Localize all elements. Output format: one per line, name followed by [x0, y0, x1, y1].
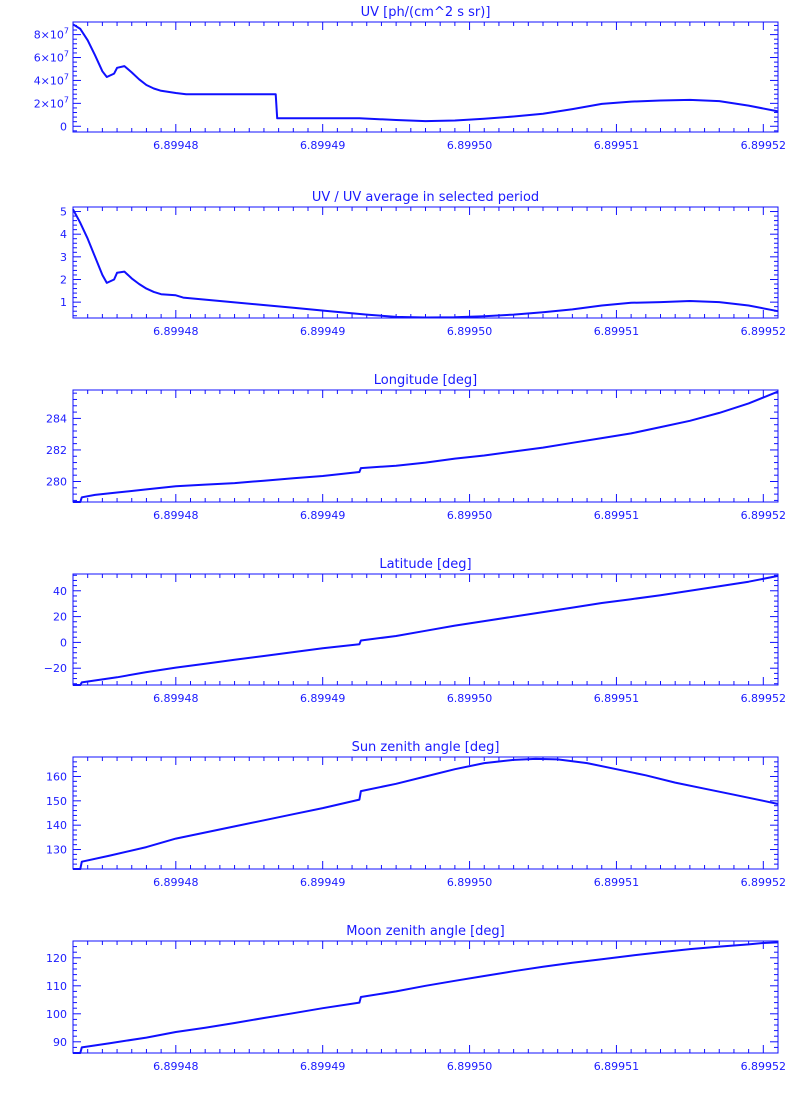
chart-panel-6: Moon zenith angle [deg] 6.89948 6.89949 6.8… [46, 924, 786, 1073]
chart-panel-1: UV [ph/(cm^2 s sr)] 6.89948 6.89949 6.89950… [34, 5, 786, 152]
y-tick-label: 110 [46, 980, 67, 993]
y-tick-label: 140 [46, 819, 67, 832]
y-tick-label: 100 [46, 1008, 67, 1021]
x-tick-label: 6.89950 [447, 509, 493, 522]
x-tick-label: 6.89949 [300, 139, 346, 152]
y-tick-label: 120 [46, 952, 67, 965]
y-tick-label: 2×107 [34, 95, 69, 110]
y-tick-label: 282 [46, 444, 67, 457]
y-tick-label: 6×107 [34, 50, 69, 65]
x-tick-label: 6.89951 [594, 509, 640, 522]
series-line [72, 208, 779, 319]
y-tick-label: 4×107 [34, 72, 69, 87]
chart-panel-5: Sun zenith angle [deg] 6.89948 6.89949 6.89… [46, 740, 786, 889]
x-tick-label: 6.89951 [594, 692, 640, 705]
y-tick-label: 1 [60, 296, 67, 309]
x-tick-label: 6.89950 [447, 1060, 493, 1073]
series-line [73, 574, 779, 686]
chart-panel-3: Longitude [deg] 6.89948 6.89949 6.89950 6.89… [46, 373, 786, 522]
series-line [73, 757, 779, 870]
chart-title: Longitude [deg] [374, 373, 477, 388]
y-tick-label: 2 [60, 273, 67, 286]
chart-panel-4: Latitude [deg] 6.89948 6.89949 6.89950 6.899… [44, 557, 786, 705]
x-tick-label: 6.89952 [741, 325, 787, 338]
y-tick-label: 4 [60, 228, 67, 241]
x-tick-label: 6.89950 [447, 876, 493, 889]
x-tick-label: 6.89949 [300, 325, 346, 338]
x-tick-label: 6.89949 [300, 1060, 346, 1073]
y-tick-label: 8×107 [34, 27, 69, 42]
plot-frame [72, 573, 779, 686]
y-tick-label: 280 [46, 475, 67, 488]
series-line [72, 23, 779, 123]
x-tick-label: 6.89952 [741, 1060, 787, 1073]
y-tick-label: 0 [60, 120, 67, 133]
y-tick-label: 20 [53, 611, 67, 624]
x-tick-label: 6.89948 [153, 876, 199, 889]
x-tick-label: 6.89950 [447, 139, 493, 152]
x-tick-label: 6.89951 [594, 876, 640, 889]
chart-panel-2: UV / UV average in selected period 6.8994… [60, 190, 786, 338]
x-tick-label: 6.89948 [153, 139, 199, 152]
x-tick-label: 6.89948 [153, 509, 199, 522]
x-tick-label: 6.89950 [447, 692, 493, 705]
x-tick-label: 6.89952 [741, 692, 787, 705]
y-tick-label: 0 [60, 636, 67, 649]
x-tick-label: 6.89952 [741, 139, 787, 152]
x-tick-label: 6.89951 [594, 325, 640, 338]
y-tick-label: 284 [46, 412, 67, 425]
y-tick-label: 160 [46, 770, 67, 783]
chart-title: Moon zenith angle [deg] [346, 924, 504, 939]
plot-frame [72, 756, 779, 870]
chart-title: Latitude [deg] [379, 557, 471, 572]
chart-title: Sun zenith angle [deg] [352, 740, 500, 755]
y-tick-label: 130 [46, 844, 67, 857]
x-tick-label: 6.89948 [153, 1060, 199, 1073]
x-tick-label: 6.89951 [594, 1060, 640, 1073]
y-tick-label: −20 [44, 662, 67, 675]
series-line [73, 390, 779, 503]
chart-title: UV [ph/(cm^2 s sr)] [361, 5, 491, 20]
chart-title: UV / UV average in selected period [312, 190, 539, 205]
y-tick-label: 90 [53, 1036, 67, 1049]
plot-frame [72, 940, 779, 1054]
x-tick-label: 6.89949 [300, 876, 346, 889]
y-tick-label: 3 [60, 251, 67, 264]
x-tick-label: 6.89949 [300, 509, 346, 522]
plot-frame [72, 21, 779, 133]
x-tick-label: 6.89949 [300, 692, 346, 705]
y-tick-label: 40 [53, 585, 67, 598]
y-tick-label: 5 [60, 206, 67, 219]
x-tick-label: 6.89950 [447, 325, 493, 338]
x-tick-label: 6.89951 [594, 139, 640, 152]
series-line [73, 941, 779, 1054]
y-tick-label: 150 [46, 795, 67, 808]
x-tick-label: 6.89948 [153, 325, 199, 338]
x-tick-label: 6.89948 [153, 692, 199, 705]
x-tick-label: 6.89952 [741, 876, 787, 889]
x-tick-label: 6.89952 [741, 509, 787, 522]
